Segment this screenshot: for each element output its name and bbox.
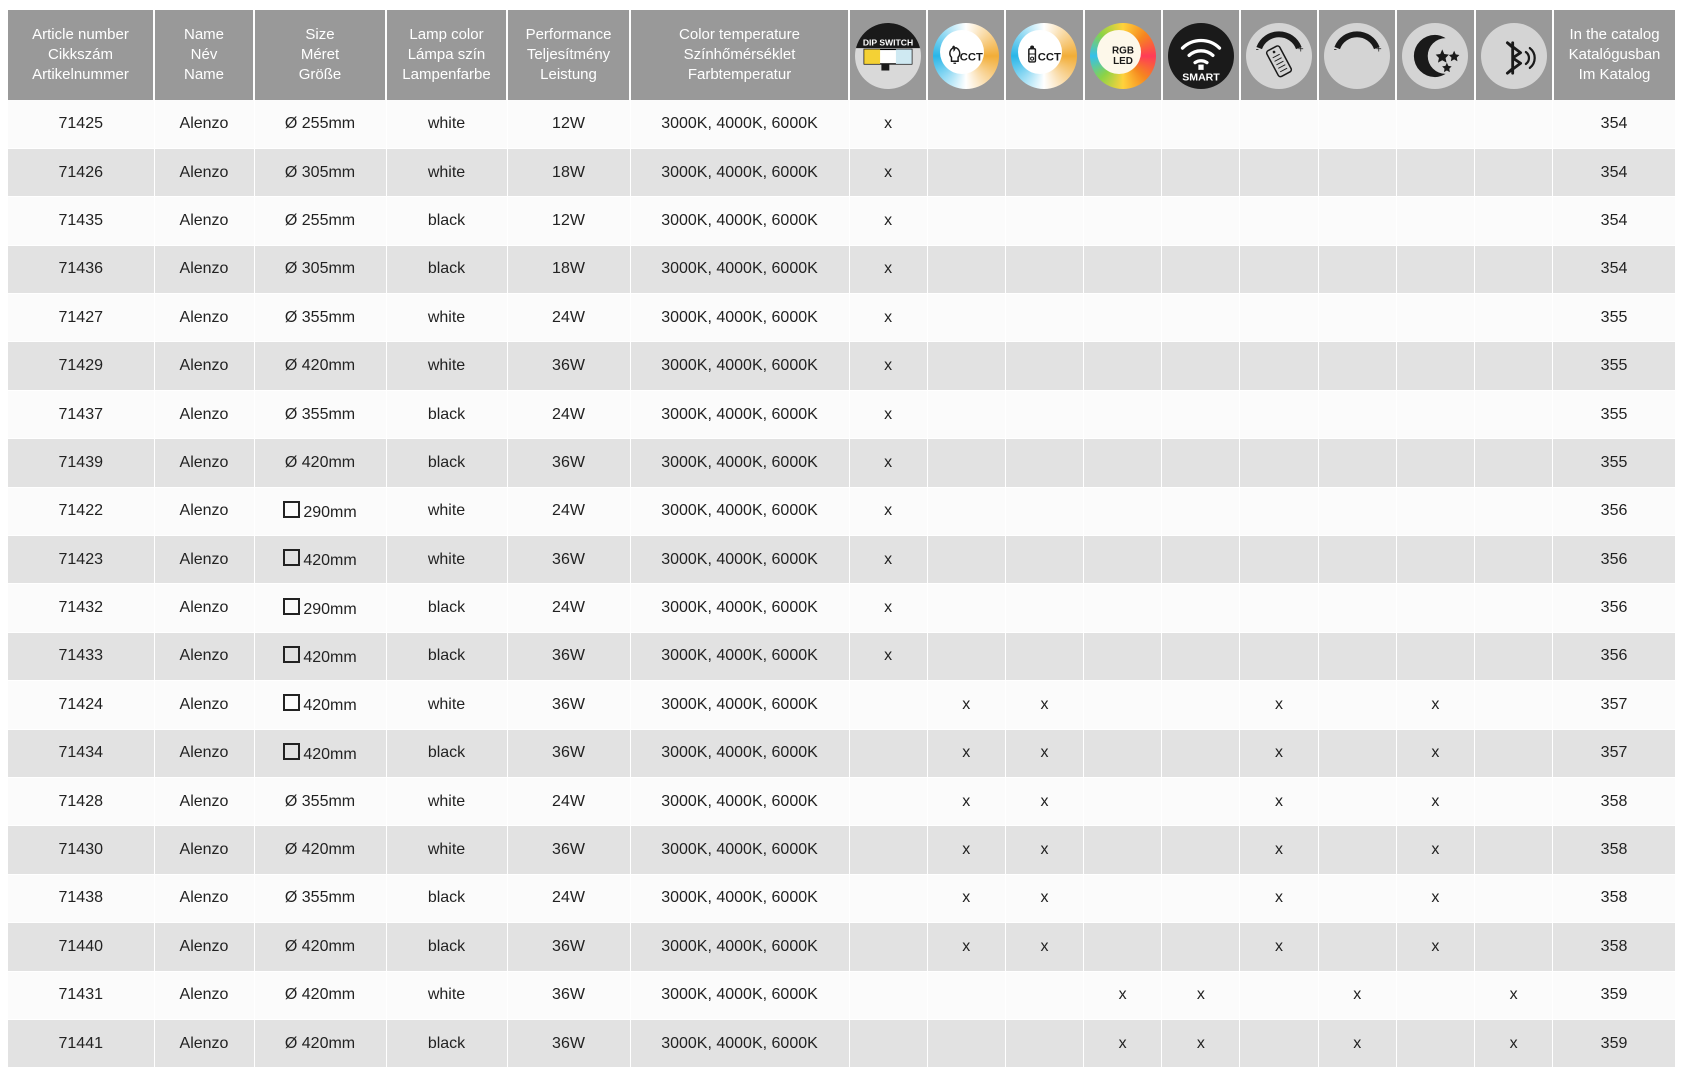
svg-text:CCT: CCT	[960, 52, 983, 64]
svg-text:+: +	[1376, 45, 1382, 56]
svg-text:-: -	[1334, 45, 1337, 56]
svg-text:-: -	[1256, 45, 1259, 56]
svg-text:LED: LED	[1113, 56, 1133, 67]
svg-text:DIP SWITCH: DIP SWITCH	[863, 37, 913, 47]
svg-text:SMART: SMART	[1182, 71, 1220, 83]
svg-text:+: +	[1298, 45, 1304, 56]
svg-text:RGB: RGB	[1112, 45, 1134, 56]
svg-text:CCT: CCT	[1038, 52, 1061, 64]
